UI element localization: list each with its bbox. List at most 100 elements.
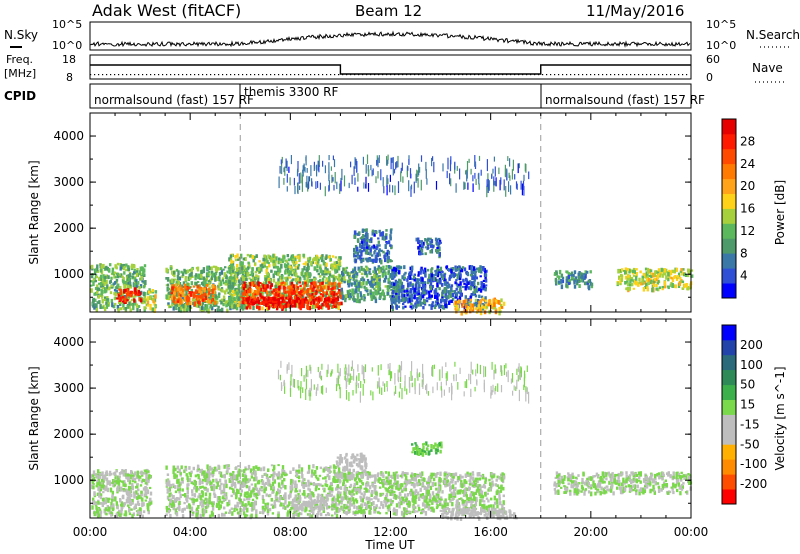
heat-cell [385,265,388,268]
heat-cell [116,480,120,483]
heat-cell [267,262,270,264]
heat-cell [167,291,171,295]
heat-cell [437,244,440,249]
heat-cell [650,272,654,277]
heat-cell [186,300,189,306]
heat-cell [294,278,298,283]
nave-dot [638,74,640,76]
heat-cell [380,249,383,253]
heat-cell [170,292,173,295]
heat-cell [474,298,478,302]
heat-cell [360,285,363,289]
heat-cell [386,290,390,296]
heat-cell [211,292,214,296]
heat-cell [351,269,355,274]
heat-cell [435,181,438,190]
heat-cell [280,301,283,306]
heat-cell [635,272,638,277]
heat-cell [176,506,179,510]
heat-cell [463,181,465,190]
heat-cell [128,479,132,485]
heat-cell [252,276,255,282]
heat-cell [289,177,291,186]
heat-cell [215,303,218,307]
heat-cell [167,292,170,297]
heat-cell [400,171,402,182]
heat-cell [238,293,241,298]
heat-cell [250,271,253,275]
heat-cell [142,510,146,514]
heat-cell [355,279,358,282]
heat-cell [251,301,255,306]
heat-cell [93,492,96,497]
heat-cell [138,494,141,500]
heat-cell [395,304,398,310]
heat-cell [198,301,201,306]
heat-cell [253,284,256,287]
heat-cell [393,168,396,174]
heat-cell [681,280,685,284]
heat-cell [279,165,281,174]
nave-dot [594,74,596,76]
heat-cell [209,479,212,483]
heat-cell [241,266,244,271]
heat-cell [124,511,128,517]
heat-cell [141,478,144,482]
heat-cell [202,499,206,505]
heat-cell [142,478,146,482]
heat-cell [331,291,335,294]
nave-dot [494,74,496,76]
heat-cell [303,275,306,281]
heat-cell [431,303,434,307]
heat-cell [129,292,132,298]
heat-cell [397,290,400,296]
heat-cell [377,171,379,179]
heat-cell [309,279,312,283]
heat-cell [230,296,233,301]
heat-cell [111,506,115,512]
nave-dot [590,74,592,76]
heat-cell [299,292,302,295]
heat-cell [391,157,393,163]
heat-cell [103,278,106,283]
heat-cell [101,306,104,309]
heat-cell [136,307,139,313]
heat-cell [301,298,304,303]
heat-cell [177,293,180,298]
nave-dot [574,74,576,76]
heat-cell [370,276,374,281]
heat-cell [654,270,657,274]
heat-cell [557,280,561,284]
heat-cell [121,275,124,278]
heat-cell [332,495,336,499]
heat-cell [168,304,171,309]
heat-cell [512,159,514,171]
nave-dot [374,74,376,76]
heat-cell [246,270,249,273]
heat-cell [97,287,101,292]
heat-cell [289,289,293,295]
heat-cell [190,271,193,277]
heat-cell [97,486,100,491]
heat-cell [203,297,206,303]
nave-dot [678,74,680,76]
heat-cell [112,499,116,502]
heat-cell [387,240,391,245]
heat-cell [422,241,425,246]
heat-cell [408,180,410,192]
heat-cell [426,243,430,247]
heat-cell [354,177,356,185]
heat-cell [99,502,103,505]
heat-cell [504,168,507,178]
heat-cell [419,272,422,275]
heat-cell [200,297,203,301]
nave-dot [474,74,476,76]
heat-cell [100,291,103,296]
heat-cell [409,266,412,271]
heat-cell [315,289,318,295]
heat-cell [460,269,463,273]
heat-cell [187,293,191,297]
heat-cell [423,300,427,305]
heat-cell [281,296,284,299]
heat-cell [417,246,420,250]
